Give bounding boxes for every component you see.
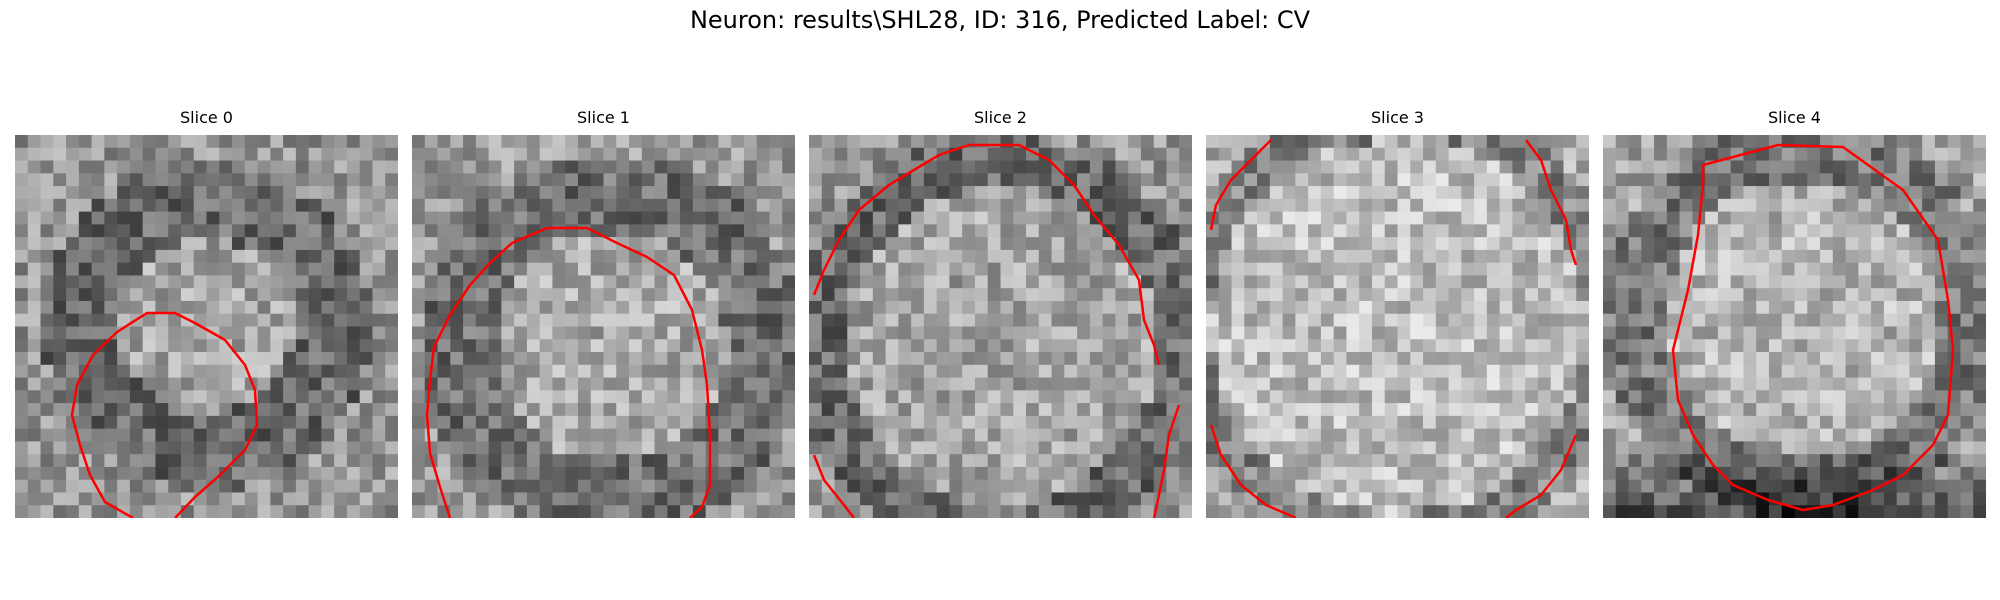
pixel-grid <box>809 135 1192 518</box>
slice-image <box>412 135 795 518</box>
cell-contour <box>1209 424 1297 518</box>
slice-title: Slice 0 <box>180 108 233 127</box>
slice-title: Slice 2 <box>974 108 1027 127</box>
cell-contour <box>425 226 712 518</box>
cell-contour <box>1525 139 1578 266</box>
slice-title: Slice 1 <box>577 108 630 127</box>
pixel-grid <box>412 135 795 518</box>
slice-panel-3: Slice 3 <box>1206 108 1589 520</box>
pixel-grid <box>1206 135 1589 518</box>
slice-image <box>1206 135 1589 518</box>
figure-title: Neuron: results\SHL28, ID: 316, Predicte… <box>689 6 1311 34</box>
slice-panel-1: Slice 1 <box>412 108 795 520</box>
cell-contour <box>812 454 855 518</box>
slice-panel-4: Slice 4 <box>1603 108 1986 520</box>
pixel-grid <box>1603 135 1986 518</box>
slice-panel-2: Slice 2 <box>809 108 1192 520</box>
slice-panel-0: Slice 0 <box>15 108 398 520</box>
cell-contour <box>1505 434 1578 518</box>
cell-contour <box>1671 143 1955 512</box>
slice-title: Slice 4 <box>1768 108 1821 127</box>
cell-contour <box>70 311 259 518</box>
slice-image <box>1603 135 1986 518</box>
cell-contour <box>1152 404 1181 518</box>
slice-image <box>809 135 1192 518</box>
slice-title: Slice 3 <box>1371 108 1424 127</box>
slice-image <box>15 135 398 518</box>
pixel-grid <box>15 135 398 518</box>
cell-contour <box>1209 139 1272 231</box>
cell-contour <box>812 143 1161 366</box>
